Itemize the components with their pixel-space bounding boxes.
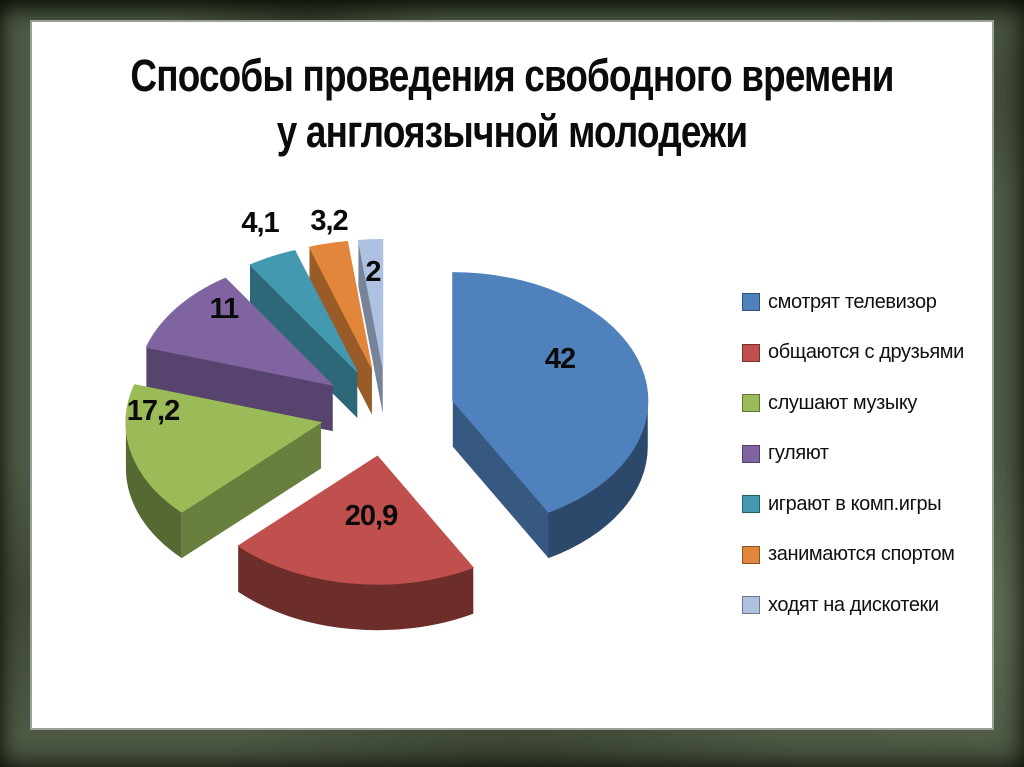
slice-value-label: 17,2 bbox=[127, 395, 179, 427]
chart-title: Способы проведения свободного времени у … bbox=[118, 48, 905, 160]
pie-slice-3 bbox=[145, 277, 335, 432]
legend-item-3: гуляют bbox=[742, 429, 990, 480]
slice-top-face bbox=[452, 272, 649, 513]
legend-item-4: играют в комп.игры bbox=[742, 479, 990, 530]
slice-top-face bbox=[145, 277, 335, 387]
chart-title-line2: у англоязычной молодежи bbox=[276, 106, 748, 157]
slice-top-face bbox=[308, 240, 373, 369]
slice-value-label: 20,9 bbox=[345, 500, 398, 532]
pie-slice-0 bbox=[452, 272, 649, 559]
slice-side-face bbox=[250, 264, 358, 418]
slice-value-label: 2 bbox=[365, 256, 380, 288]
legend-swatch-icon bbox=[742, 343, 760, 362]
legend-swatch-icon bbox=[742, 596, 760, 615]
pie-slice-2 bbox=[125, 384, 323, 559]
slice-value-label: 42 bbox=[545, 343, 575, 375]
legend-label: гуляют bbox=[768, 442, 829, 465]
pie-chart: 42 20,9 17,2 11 4,1 3,2 2 bbox=[125, 205, 649, 631]
chart-title-line1: Способы проведения свободного времени bbox=[130, 50, 894, 101]
legend-swatch-icon bbox=[742, 444, 760, 463]
legend-swatch-icon bbox=[742, 293, 760, 312]
legend-label: общаются с друзьями bbox=[768, 341, 964, 364]
slice-rim-face bbox=[125, 422, 182, 559]
slice-rim-face bbox=[548, 400, 648, 559]
slice-value-label: 3,2 bbox=[310, 205, 347, 237]
legend-label: занимаются спортом bbox=[768, 543, 955, 566]
legend-label: играют в комп.игры bbox=[768, 492, 942, 515]
slice-top-face bbox=[249, 250, 358, 373]
slice-top-face bbox=[357, 238, 384, 368]
slice-top-face bbox=[237, 455, 475, 585]
slice-value-label: 11 bbox=[210, 293, 240, 325]
slice-side-face bbox=[358, 240, 383, 414]
legend-item-5: занимаются спортом bbox=[742, 530, 990, 581]
slice-rim-face bbox=[238, 545, 474, 631]
legend-swatch-icon bbox=[742, 545, 760, 564]
legend-item-1: общаются с друзьями bbox=[742, 328, 990, 379]
legend-item-0: смотрят телевизор bbox=[742, 277, 990, 328]
legend-item-6: ходят на дискотеки bbox=[742, 580, 990, 631]
pie-slice-4 bbox=[249, 250, 358, 418]
slide-card: Способы проведения свободного времени у … bbox=[30, 20, 994, 730]
slice-value-label: 4,1 bbox=[241, 207, 279, 239]
legend-swatch-icon bbox=[742, 394, 760, 413]
legend-label: смотрят телевизор bbox=[768, 290, 937, 313]
legend-swatch-icon bbox=[742, 495, 760, 514]
legend-label: слушают музыку bbox=[768, 391, 918, 414]
slice-side-face bbox=[146, 347, 333, 432]
legend-item-2: слушают музыку bbox=[742, 378, 990, 429]
chart-legend: смотрят телевизор общаются с друзьями слуш… bbox=[742, 277, 990, 631]
legend-label: ходят на дискотеки bbox=[768, 593, 939, 616]
pie-slice-6 bbox=[357, 238, 384, 414]
slice-top-face bbox=[125, 384, 323, 513]
pie-slice-1 bbox=[237, 455, 475, 631]
slice-side-face bbox=[452, 400, 549, 559]
